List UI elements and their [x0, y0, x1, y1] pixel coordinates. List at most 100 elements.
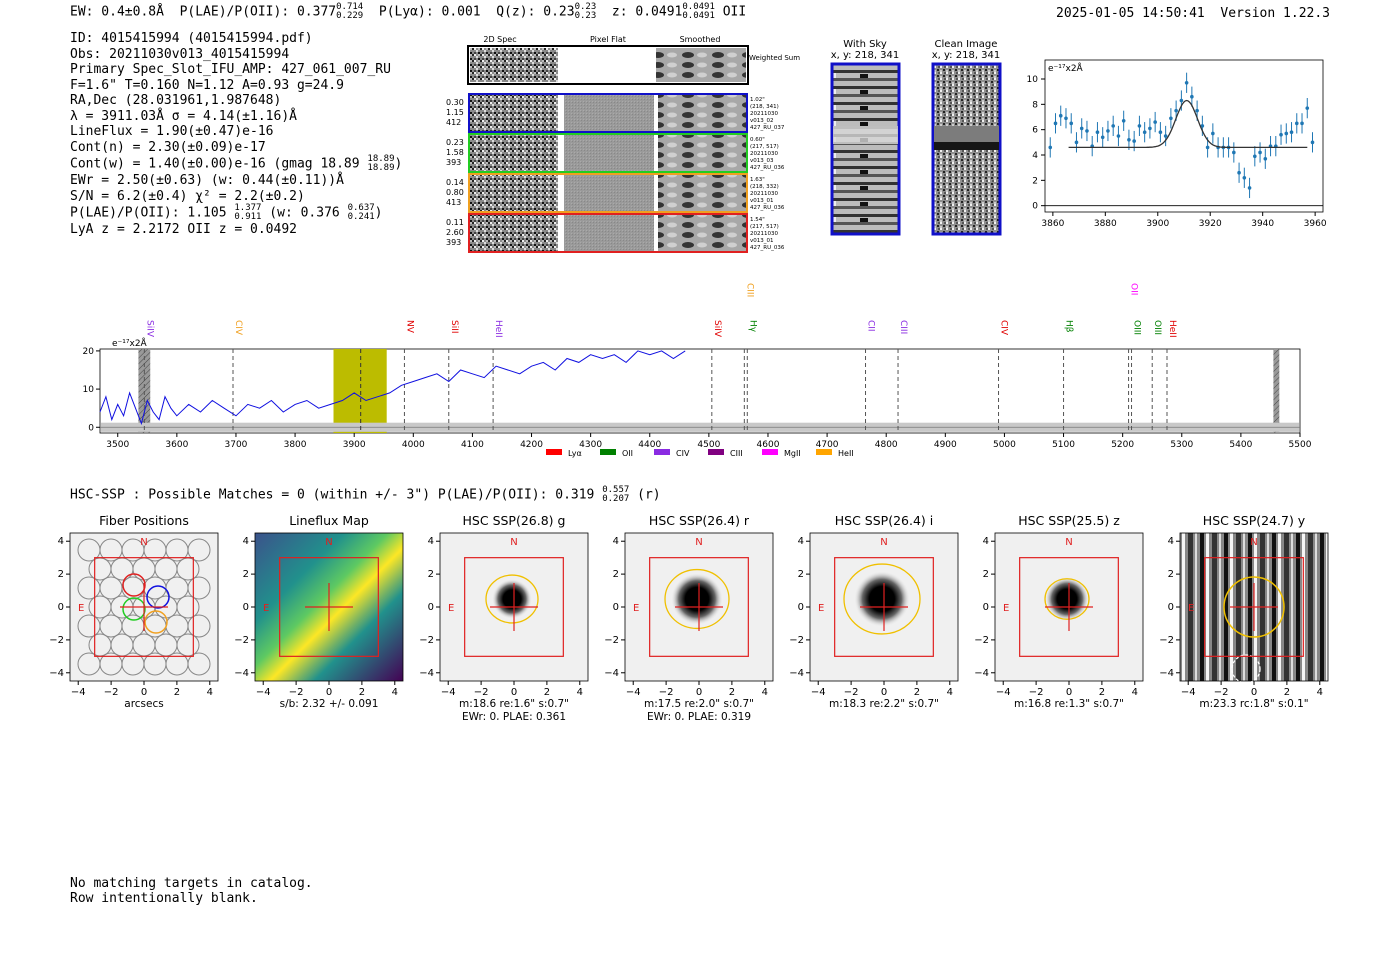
- cutout-panel: HSC SSP(26.4) i N E −4 −4 −2 −2 0 0 2 2 4 4 m:18.3 re…: [789, 513, 959, 710]
- line-fit-ylabel: e⁻¹⁷x2Å: [1048, 62, 1084, 74]
- stamp-meta: 0.60": [750, 137, 765, 143]
- data-point: [1053, 121, 1058, 126]
- line-label: Hβ: [1064, 320, 1074, 333]
- y-tick-label: 2: [613, 569, 619, 580]
- data-point: [1142, 130, 1147, 134]
- data-point: [1095, 130, 1100, 134]
- x-tick-label: −2: [104, 687, 119, 698]
- east-label: E: [633, 603, 639, 614]
- x-tick-label: 4: [762, 687, 768, 698]
- x-tick-label: 3860: [1041, 219, 1064, 229]
- data-point: [1064, 116, 1068, 121]
- cutout-title: HSC SSP(25.5) z: [1018, 513, 1120, 528]
- stamp-smoothed: [658, 174, 746, 212]
- hsc-band: (r): [637, 487, 661, 503]
- data-point: [1205, 145, 1210, 150]
- cutout-caption-2: EWr: 0, PLAE: 0.361: [462, 711, 566, 720]
- detection-info: ID: 4015415994 (4015415994.pdf) Obs: 202…: [70, 31, 402, 238]
- y-tick-label: −2: [604, 635, 619, 646]
- cutout-caption: arcsecs: [124, 698, 163, 710]
- data-point: [1158, 130, 1163, 134]
- legend-swatch: [600, 449, 616, 455]
- line-label: HeII: [1167, 320, 1177, 338]
- x-tick-label: 3960: [1304, 219, 1327, 229]
- info-lambda: λ = 3911.03Å σ = 4.14(±1.16)Å: [70, 108, 297, 124]
- line-label: CIV: [999, 320, 1009, 336]
- x-tick-label: −2: [1214, 687, 1229, 698]
- cutout-title: HSC SSP(26.4) i: [835, 513, 933, 528]
- stamp-frame: [468, 173, 748, 213]
- cutout-panel: Fiber Positions N E −4 −4 −2 −2 0 0 2 2 4 4 arcsecs: [49, 513, 219, 710]
- x-tick-label: 5300: [1170, 440, 1193, 450]
- y-tick-label: 2: [243, 569, 249, 580]
- x-tick-label: −2: [844, 687, 859, 698]
- x-tick-label: 4: [207, 687, 213, 698]
- line-label: Hγ: [747, 320, 757, 333]
- y-tick-label: 0: [798, 602, 804, 613]
- stamp-meta: v013_01: [750, 198, 774, 204]
- data-point: [1121, 119, 1126, 123]
- x-tick-label: 4200: [520, 440, 543, 450]
- x-tick-label: 0: [696, 687, 702, 698]
- data-point: [1137, 124, 1142, 128]
- search-box: [834, 557, 934, 657]
- spectrum-line: [99, 350, 686, 426]
- contw-lo: 18.89: [367, 163, 395, 173]
- east-label: E: [1003, 603, 1009, 614]
- data-point: [1300, 121, 1304, 126]
- data-point: [1211, 131, 1215, 136]
- data-point: [1263, 157, 1268, 161]
- cutout-title: HSC SSP(26.4) r: [649, 513, 750, 528]
- x-tick-label: 5400: [1229, 440, 1252, 450]
- ew-value: EW: 0.4±0.8Å: [70, 4, 164, 20]
- stamp-weight: 393: [446, 238, 461, 247]
- info-obs: Obs: 20211030v013_4015415994: [70, 46, 290, 62]
- fiber-circle-blue: [146, 585, 170, 609]
- stamp-weight: 2.60: [446, 228, 464, 237]
- line-label: SiIV: [712, 320, 722, 338]
- stamp-meta: 20211030: [750, 151, 778, 157]
- east-label: E: [263, 603, 269, 614]
- weighted-sum-smoothed: [656, 48, 746, 82]
- legend-label: CIII: [730, 449, 743, 458]
- x-tick-label: 0: [1066, 687, 1072, 698]
- x-tick-label: 3880: [1094, 219, 1117, 229]
- data-point: [1237, 170, 1241, 175]
- info-radec: RA,Dec (28.031961,1.987648): [70, 93, 282, 108]
- north-label: N: [880, 537, 887, 548]
- info-seeing: F=1.6" T=0.160 N=1.12 A=0.93 g=24.9: [70, 77, 344, 93]
- plae-text: P(LAE)/P(OII): 1.105: [70, 205, 227, 221]
- y-tick-label: −4: [789, 668, 804, 679]
- y-tick-label: 0: [983, 602, 989, 613]
- x-tick-label: −4: [811, 687, 826, 698]
- y-tick-label: 2: [1032, 176, 1038, 186]
- highlight-band: [333, 349, 387, 433]
- stamp-weight: 0.14: [446, 178, 464, 187]
- data-point: [1174, 108, 1178, 113]
- data-point: [1132, 139, 1136, 143]
- north-label: N: [510, 537, 517, 548]
- cutout-panel: Lineflux Map N E −4 −4 −2 −2 0 0 2 2 4 4 s/b: 2.32 +/…: [234, 513, 404, 710]
- y-tick-label: 4: [428, 536, 434, 547]
- qz-lo: 0.23: [574, 11, 597, 21]
- info-id: ID: 4015415994 (4015415994.pdf): [70, 31, 313, 46]
- y-tick-label: 0: [1168, 602, 1174, 613]
- stamp-weight: 0.11: [446, 218, 464, 227]
- z-value: z: 0.0491: [611, 4, 683, 20]
- data-point: [1074, 140, 1079, 145]
- x-tick-label: 3940: [1251, 219, 1274, 229]
- legend-swatch: [546, 449, 562, 455]
- y-tick-label: 20: [83, 347, 95, 357]
- line-label: CIV: [233, 320, 243, 336]
- data-point: [1258, 150, 1262, 155]
- cutout-panel: HSC SSP(25.5) z N E −4 −4 −2 −2 0 0 2 2 4 4 m:16.8 re…: [974, 513, 1144, 710]
- col-2dspec: 2D Spec: [483, 35, 516, 44]
- plae-w-hi: 0.637: [347, 203, 375, 213]
- search-box: [279, 557, 379, 657]
- data-point: [1100, 135, 1105, 140]
- stamp-meta: 20211030: [750, 111, 778, 117]
- data-point: [1079, 126, 1084, 131]
- x-tick-label: −4: [1181, 687, 1196, 698]
- x-tick-label: 0: [881, 687, 887, 698]
- with-sky-image: [830, 62, 901, 236]
